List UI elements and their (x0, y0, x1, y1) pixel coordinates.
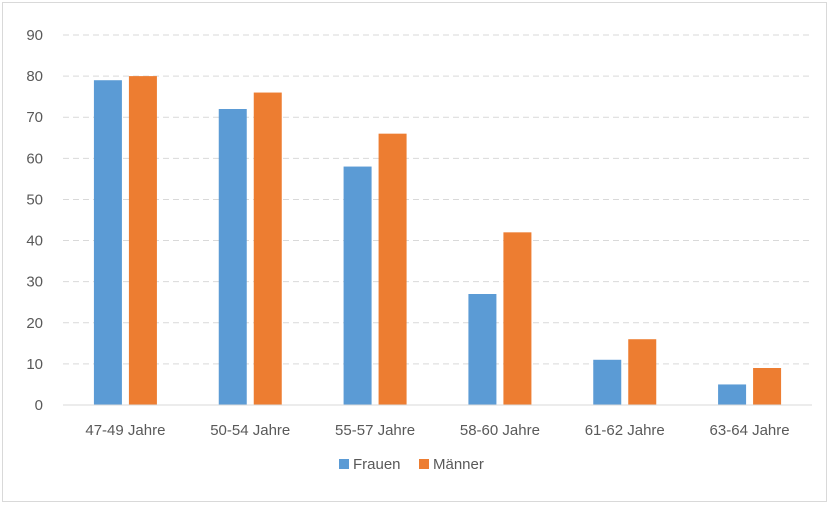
y-tick-label: 90 (26, 27, 43, 44)
bars (93, 76, 782, 406)
legend-swatch (419, 459, 429, 469)
legend-label: Frauen (353, 456, 401, 473)
y-axis-ticks: 0 10 20 30 40 50 60 70 80 90 (26, 27, 43, 414)
bar-m-nner-3 (378, 133, 407, 405)
bar-m-nner-1 (128, 76, 157, 405)
y-tick-label: 60 (26, 150, 43, 167)
bar-m-nner-5 (628, 339, 657, 405)
bar-frauen-1 (93, 80, 122, 405)
x-tick-label: 63-64 Jahre (710, 422, 790, 439)
bar-m-nner-6 (753, 368, 782, 405)
bar-frauen-3 (343, 166, 372, 405)
bar-m-nner-2 (253, 92, 282, 406)
legend-swatch (339, 459, 349, 469)
y-tick-label: 20 (26, 315, 43, 332)
x-tick-label: 61-62 Jahre (585, 422, 665, 439)
x-axis-ticks: 47-49 Jahre 50-54 Jahre 55-57 Jahre 58-60 J… (85, 422, 789, 439)
x-tick-label: 50-54 Jahre (210, 422, 290, 439)
y-tick-label: 10 (26, 356, 43, 373)
bar-m-nner-4 (503, 232, 532, 405)
legend-label: Männer (433, 456, 484, 473)
x-tick-label: 55-57 Jahre (335, 422, 415, 439)
x-tick-label: 58-60 Jahre (460, 422, 540, 439)
x-tick-label: 47-49 Jahre (85, 422, 165, 439)
y-tick-label: 50 (26, 191, 43, 208)
legend: Frauen Männer (339, 456, 484, 473)
y-tick-label: 0 (35, 397, 43, 414)
y-tick-label: 40 (26, 233, 43, 250)
bar-frauen-6 (718, 384, 747, 405)
bar-chart: 0 10 20 30 40 50 60 70 80 90 47-49 Jahre 50-54 Jah… (26, 27, 812, 473)
y-tick-label: 30 (26, 274, 43, 291)
bar-frauen-4 (468, 294, 497, 405)
gridlines (63, 34, 812, 365)
chart-frame: 0 10 20 30 40 50 60 70 80 90 47-49 Jahre 50-54 Jah… (2, 2, 827, 502)
y-tick-label: 70 (26, 109, 43, 126)
bar-frauen-5 (593, 359, 622, 405)
bar-frauen-2 (218, 109, 247, 405)
y-tick-label: 80 (26, 68, 43, 85)
